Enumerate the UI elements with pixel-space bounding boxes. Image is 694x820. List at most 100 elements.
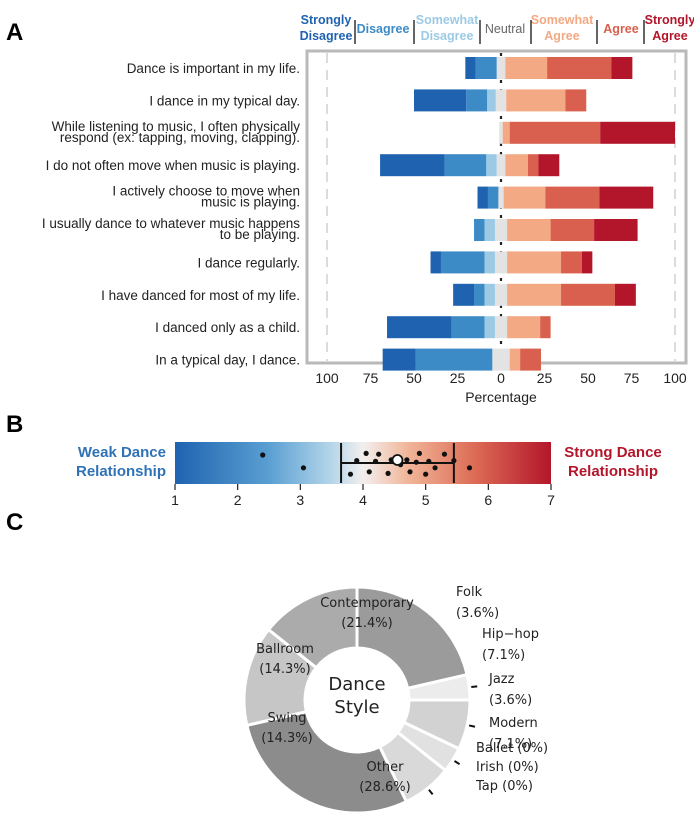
bar-segment-somewhat-agree bbox=[507, 219, 551, 241]
item-label: music is playing. bbox=[201, 195, 300, 210]
item-label: Dance is important in my life. bbox=[127, 61, 300, 76]
bar-segment-neutral bbox=[495, 89, 507, 112]
scale-tick-label: 6 bbox=[484, 492, 492, 508]
x-tick-label: 50 bbox=[406, 370, 422, 386]
bar-segment-agree bbox=[561, 251, 582, 274]
strong-label-line1: Strong Dance bbox=[564, 444, 662, 461]
data-point bbox=[404, 457, 410, 463]
donut-slice-ballroom bbox=[266, 585, 359, 670]
bar-segment-strongly-disagree bbox=[430, 251, 441, 274]
dance-style-donut: Dance Style Contemporary (21.4%) Folk (3.6%… bbox=[242, 585, 548, 815]
slice-label-swing: Swing bbox=[268, 711, 307, 726]
slice-label-jazz: Jazz bbox=[488, 672, 515, 687]
bar-segment-somewhat-disagree bbox=[484, 219, 495, 241]
weak-label-line2: Relationship bbox=[76, 463, 166, 480]
bar-segment-disagree bbox=[415, 348, 493, 371]
bar-segment-somewhat-agree bbox=[506, 89, 566, 112]
x-tick-label: 100 bbox=[315, 370, 339, 386]
slice-label-modern: Modern bbox=[489, 716, 538, 731]
leader-tick bbox=[453, 760, 461, 766]
slice-label-contemporary: Contemporary bbox=[320, 596, 414, 611]
bar-segment-strongly-disagree bbox=[387, 316, 452, 339]
x-tick-label: 75 bbox=[624, 370, 640, 386]
bar-segment-neutral bbox=[496, 154, 506, 177]
mean-point bbox=[391, 454, 404, 466]
legend-label: Somewhat bbox=[416, 13, 479, 27]
item-label: I dance in my typical day. bbox=[149, 93, 300, 108]
x-tick-label: 0 bbox=[497, 370, 505, 386]
data-point bbox=[366, 469, 372, 475]
legend-label: Agree bbox=[603, 22, 638, 36]
bar-segment-agree bbox=[520, 348, 542, 371]
bar-segment-strongly-disagree bbox=[465, 57, 476, 79]
bar-segment-agree bbox=[561, 283, 615, 306]
item-label: While listening to music, I often physic… bbox=[52, 119, 301, 134]
bar-segment-neutral bbox=[494, 251, 508, 274]
bar-segment-strongly-agree bbox=[581, 251, 593, 274]
panel-c-letter: C bbox=[6, 509, 23, 536]
bar-segment-neutral bbox=[492, 348, 510, 371]
slice-pct-other: (28.6%) bbox=[359, 780, 410, 795]
bar-segment-strongly-agree bbox=[611, 57, 633, 79]
bar-segment-neutral bbox=[498, 186, 504, 209]
panel-a-letter: A bbox=[6, 19, 23, 46]
data-point bbox=[376, 451, 382, 457]
legend-label: Agree bbox=[652, 29, 687, 43]
bar-segment-strongly-agree bbox=[614, 283, 636, 306]
item-label: I do not often move when music is playin… bbox=[46, 158, 300, 173]
bar-segment-somewhat-disagree bbox=[484, 251, 495, 274]
item-label: I actively choose to move when bbox=[112, 184, 300, 199]
bar-segment-strongly-agree bbox=[599, 186, 654, 209]
bar-segment-neutral bbox=[494, 316, 508, 339]
item-label: to be playing. bbox=[220, 227, 300, 242]
slice-pct-ballroom: (14.3%) bbox=[259, 662, 310, 677]
data-point bbox=[413, 459, 419, 465]
bar-segment-strongly-agree bbox=[600, 121, 675, 144]
slice-pct-modern: (7.1%) bbox=[489, 737, 532, 752]
leader-tick bbox=[428, 789, 434, 796]
donut-center-line1: Dance bbox=[328, 674, 385, 695]
donut-slice-contemporary bbox=[355, 585, 469, 691]
bar-segment-disagree bbox=[440, 251, 485, 274]
donut-slice-other bbox=[245, 709, 409, 815]
bar-segment-somewhat-agree bbox=[502, 121, 510, 144]
leader-tick bbox=[471, 685, 478, 689]
bar-segment-disagree bbox=[474, 219, 485, 241]
slice-pct-jazz: (3.6%) bbox=[489, 693, 532, 708]
x-tick-label: 25 bbox=[537, 370, 553, 386]
data-point bbox=[423, 471, 429, 477]
panel-b-letter: B bbox=[6, 411, 23, 438]
bar-segment-somewhat-disagree bbox=[484, 316, 495, 339]
bar-segment-disagree bbox=[451, 316, 485, 339]
legend-label: Strongly bbox=[645, 13, 694, 27]
data-point bbox=[354, 458, 360, 464]
legend-label: Disagree bbox=[421, 29, 474, 43]
bar-segment-somewhat-disagree bbox=[484, 283, 495, 306]
data-point bbox=[426, 458, 432, 464]
slice-pct-swing: (14.3%) bbox=[261, 731, 312, 746]
data-point bbox=[372, 458, 379, 464]
data-point bbox=[347, 471, 354, 477]
legend-label: Disagree bbox=[300, 29, 353, 43]
bar-segment-somewhat-disagree bbox=[487, 89, 496, 112]
bar-segment-strongly-agree bbox=[594, 219, 638, 241]
bar-segment-agree bbox=[545, 186, 600, 209]
bar-segment-somewhat-agree bbox=[505, 57, 548, 79]
bar-segment-strongly-disagree bbox=[414, 89, 467, 112]
legend-label: Disagree bbox=[357, 22, 410, 36]
weak-label-line1: Weak Dance bbox=[78, 444, 166, 461]
slice-pct-hip-hop: (7.1%) bbox=[482, 648, 525, 663]
slice-pct-contemporary: (21.4%) bbox=[341, 616, 392, 631]
data-point bbox=[432, 465, 438, 471]
zero-category-label: Irish (0%) bbox=[476, 760, 539, 775]
item-label: I usually dance to whatever music happen… bbox=[42, 216, 300, 231]
bar-segment-somewhat-agree bbox=[509, 348, 521, 371]
leader-tick bbox=[468, 724, 476, 728]
data-point bbox=[466, 465, 473, 471]
strong-label-line2: Relationship bbox=[568, 463, 658, 480]
data-point bbox=[441, 451, 448, 457]
bar-segment-somewhat-agree bbox=[507, 283, 562, 306]
scale-tick-label: 5 bbox=[422, 492, 430, 508]
x-tick-label: 50 bbox=[580, 370, 596, 386]
